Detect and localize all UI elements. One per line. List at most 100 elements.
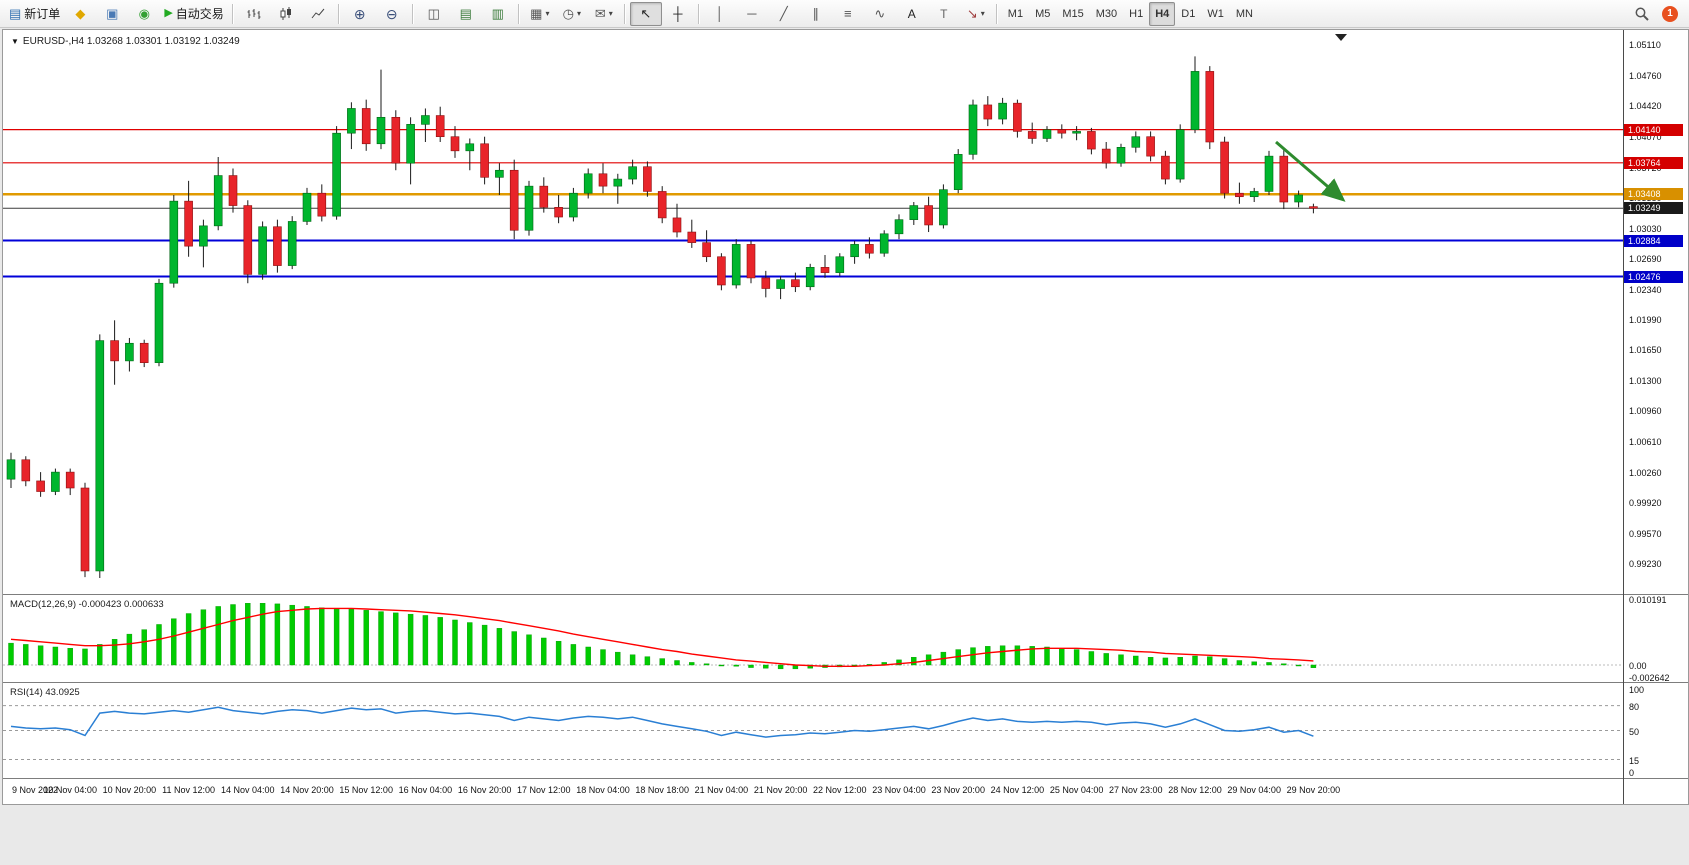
toolbar-separator xyxy=(995,3,998,24)
time-label: 11 Nov 12:00 xyxy=(162,785,216,795)
price-badge: 1.03249 xyxy=(1624,202,1683,215)
toolbar-separator xyxy=(411,3,414,24)
price-tick: 0.99920 xyxy=(1629,498,1662,509)
price-badge: 1.02884 xyxy=(1624,234,1683,247)
price-badge: 1.04140 xyxy=(1624,123,1683,136)
macd-tick: -0.002642 xyxy=(1629,673,1670,683)
text-button[interactable]: A xyxy=(896,2,928,26)
macd-label: MACD(12,26,9) -0.000423 0.000633 xyxy=(10,599,164,610)
symbol-ohlc-text: EURUSD-,H4 1.03268 1.03301 1.03192 1.032… xyxy=(22,36,240,47)
price-badge: 1.03408 xyxy=(1624,188,1683,201)
time-label: 15 Nov 12:00 xyxy=(339,785,393,795)
new-order-button[interactable]: ▤ 新订单 xyxy=(5,2,64,26)
notification-badge[interactable]: 1 xyxy=(1662,5,1678,22)
fibonacci-button[interactable]: ≡ xyxy=(832,2,864,26)
bar-chart-button[interactable] xyxy=(238,2,270,26)
cascade-windows-button[interactable]: ▥ xyxy=(482,2,514,26)
chart-window: ▼ EURUSD-,H4 1.03268 1.03301 1.03192 1.0… xyxy=(2,29,1689,805)
search-button[interactable] xyxy=(1626,2,1658,26)
timeframe-button-M1[interactable]: M1 xyxy=(1007,7,1024,20)
main-chart-canvas[interactable] xyxy=(3,30,1623,594)
community-button[interactable]: ◉ xyxy=(128,2,160,26)
rsi-tick: 50 xyxy=(1629,726,1640,737)
macd-tick: 0.00 xyxy=(1629,660,1647,671)
timeframe-button-H4[interactable]: H4 xyxy=(1149,1,1176,26)
label-button[interactable]: T xyxy=(928,2,960,26)
price-axis-separator xyxy=(1623,30,1624,804)
timeframe-bar: M1 M5 M15 M30 H1 H4 D1 W1 MN xyxy=(1002,1,1259,26)
timeframe-button-M5[interactable]: M5 xyxy=(1035,7,1051,20)
chart-menu-triangle-icon: ▼ xyxy=(11,37,19,46)
market-watch-icon: ▣ xyxy=(106,6,119,21)
rsi-tick: 15 xyxy=(1629,755,1640,766)
mail-icon: ✉ xyxy=(594,6,606,21)
time-label: 21 Nov 04:00 xyxy=(694,785,749,795)
time-axis[interactable]: 9 Nov 2022 10 Nov 04:00 10 Nov 20:00 11 Nov… xyxy=(3,779,1688,804)
new-chart-button[interactable]: ▦ ▾ xyxy=(524,2,556,26)
line-chart-button[interactable] xyxy=(302,2,334,26)
chevron-down-icon: ▾ xyxy=(576,9,581,18)
macd-panel[interactable] xyxy=(3,595,1623,682)
toolbar-separator xyxy=(337,3,340,24)
wave-icon: ∿ xyxy=(874,6,886,21)
rsi-tick: 0 xyxy=(1629,768,1635,778)
horizontal-line-button[interactable]: ─ xyxy=(736,2,768,26)
time-label: 10 Nov 04:00 xyxy=(43,785,97,795)
trendline-button[interactable]: ╱ xyxy=(768,2,800,26)
timeframe-button-H1[interactable]: H1 xyxy=(1129,7,1144,20)
channel-button[interactable]: ∥ xyxy=(800,2,832,26)
panel-divider[interactable] xyxy=(3,682,1688,683)
price-tick: 1.04420 xyxy=(1629,100,1662,111)
timeframe-button-D1[interactable]: D1 xyxy=(1181,7,1196,20)
rsi-tick: 80 xyxy=(1629,701,1640,712)
zoom-out-button[interactable]: ⊖ xyxy=(376,2,408,26)
chevron-down-icon: ▾ xyxy=(545,9,550,18)
price-tick: 1.00260 xyxy=(1629,468,1662,479)
price-tick: 1.04070 xyxy=(1629,131,1662,142)
zoom-in-icon: ⊕ xyxy=(353,5,366,22)
panel-divider[interactable] xyxy=(3,594,1688,595)
metaeditor-button[interactable]: ◆ xyxy=(64,2,96,26)
time-label: 25 Nov 04:00 xyxy=(1049,785,1104,795)
time-label: 10 Nov 20:00 xyxy=(102,785,157,795)
arrows-button[interactable]: ↘ ▾ xyxy=(960,2,992,26)
crosshair-icon: ┼ xyxy=(673,6,683,21)
crosshair-button[interactable]: ┼ xyxy=(662,2,694,26)
arrange-windows-button[interactable]: ▤ xyxy=(450,2,482,26)
mail-button[interactable]: ✉ ▾ xyxy=(588,2,620,26)
wave-button[interactable]: ∿ xyxy=(864,2,896,26)
toolbar: ▤ 新订单 ◆ ▣ ◉ ▶ 自动交易 ⊕ ⊖ ◫ ▤ ▥ ▦ ▾ xyxy=(0,0,1689,28)
cursor-icon: ↖ xyxy=(640,6,652,21)
metaeditor-icon: ◆ xyxy=(75,6,86,21)
price-badge: 1.02476 xyxy=(1624,270,1683,283)
price-tick: 1.00960 xyxy=(1629,406,1662,417)
candlestick-chart-button[interactable] xyxy=(270,2,302,26)
timeframe-button-M30[interactable]: M30 xyxy=(1095,7,1118,20)
channel-icon: ∥ xyxy=(812,6,820,21)
timeframe-button-W1[interactable]: W1 xyxy=(1207,7,1224,20)
vertical-line-button[interactable]: │ xyxy=(704,2,736,26)
periods-button[interactable]: ◷ ▾ xyxy=(556,2,588,26)
timeframe-button-M15[interactable]: M15 xyxy=(1062,7,1084,20)
time-label: 29 Nov 20:00 xyxy=(1286,785,1341,795)
cursor-button[interactable]: ↖ xyxy=(629,1,662,26)
timeframe-button-MN[interactable]: MN xyxy=(1235,7,1253,20)
market-watch-button[interactable]: ▣ xyxy=(96,2,128,26)
autotrading-button[interactable]: ▶ 自动交易 xyxy=(160,2,227,26)
search-icon xyxy=(1635,7,1649,21)
time-label: 14 Nov 20:00 xyxy=(280,785,334,795)
macd-tick: 0.010191 xyxy=(1629,595,1667,606)
time-label: 16 Nov 20:00 xyxy=(457,785,512,795)
rsi-panel[interactable] xyxy=(3,683,1623,778)
rsi-label: RSI(14) 43.0925 xyxy=(10,687,80,698)
cascade-windows-icon: ▥ xyxy=(491,6,504,21)
zoom-in-button[interactable]: ⊕ xyxy=(344,2,376,26)
tile-windows-icon: ◫ xyxy=(427,6,440,21)
price-tick: 0.99570 xyxy=(1629,529,1662,539)
vertical-line-icon: │ xyxy=(715,6,724,21)
tile-windows-button[interactable]: ◫ xyxy=(418,2,450,26)
price-badge: 1.03764 xyxy=(1624,156,1683,169)
text-icon: A xyxy=(907,6,916,21)
time-label: 16 Nov 04:00 xyxy=(398,785,453,795)
time-label: 17 Nov 12:00 xyxy=(517,785,571,795)
